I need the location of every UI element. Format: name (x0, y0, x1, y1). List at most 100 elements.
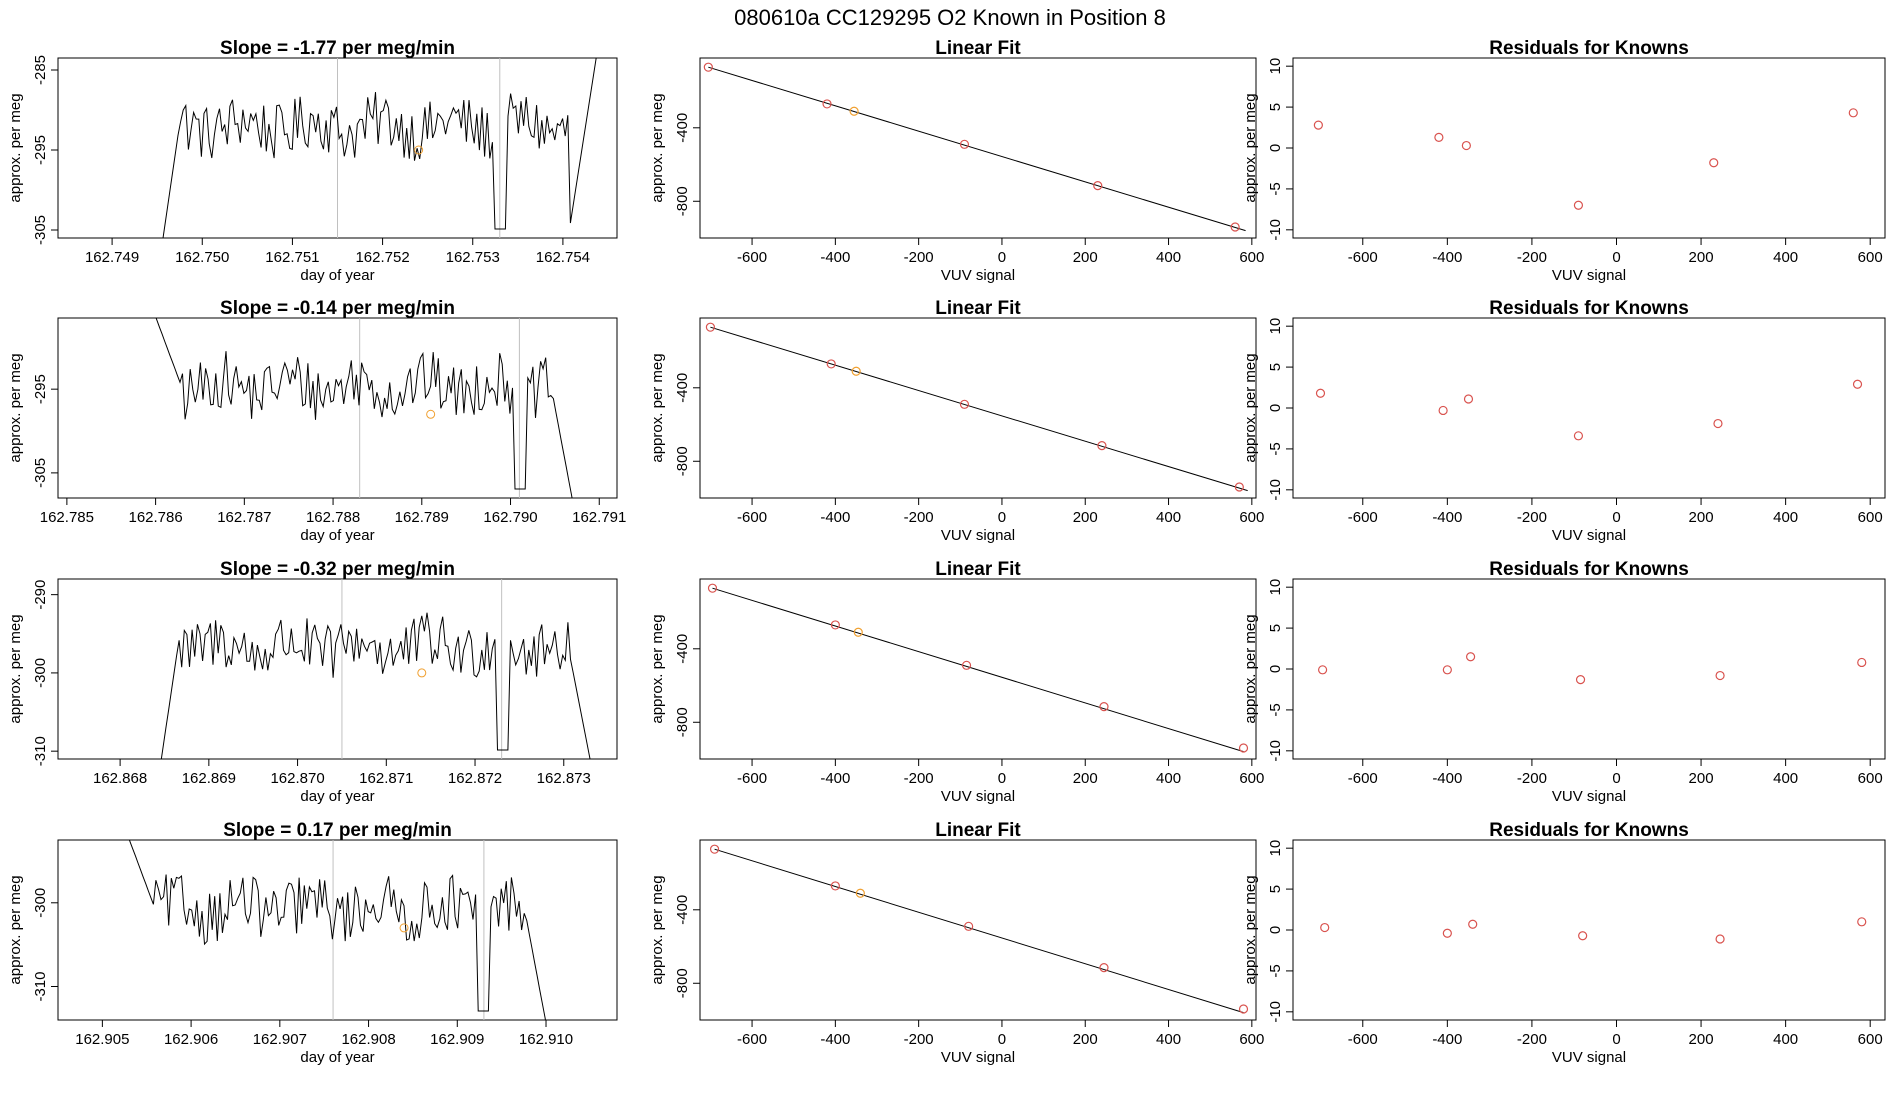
chart-row: Slope = -0.32 per meg/min 162.868 162.869 1… (7, 559, 1886, 805)
time-series-title: Slope = 0.17 per meg/min (223, 820, 452, 841)
linear-fit-x-axis-label: VUV signal (941, 1049, 1015, 1066)
residual-point (1317, 665, 1328, 675)
residuals-x-tick-label: -400 (1432, 770, 1462, 787)
time-series-y-tick-label: -295 (32, 374, 49, 404)
linear-fit-point (1234, 482, 1244, 492)
linear-fit-point (964, 921, 974, 931)
residual-point (1575, 675, 1586, 685)
residuals-x-tick-label: -400 (1432, 1031, 1462, 1048)
residual-point (1315, 388, 1326, 398)
residuals-title: Residuals for Knowns (1489, 298, 1689, 319)
linear-fit-highlight-point (849, 106, 859, 116)
linear-fit-y-tick-label: -800 (674, 707, 691, 737)
linear-fit-y-axis-label: approx. per meg (649, 353, 666, 462)
residuals-x-tick-label: 0 (1612, 1031, 1620, 1048)
time-series-x-tick-label: 162.752 (355, 249, 409, 266)
time-series-x-tick-label: 162.872 (448, 770, 502, 787)
linear-fit-line (712, 587, 1244, 753)
residual-point (1573, 200, 1584, 210)
linear-fit-point (959, 399, 970, 409)
time-series-y-tick-label: -310 (32, 971, 49, 1001)
time-series-x-tick-label: 162.791 (572, 509, 626, 526)
time-series-x-tick-label: 162.754 (536, 249, 590, 266)
linear-fit-x-tick-label: -600 (737, 509, 767, 526)
residuals-y-tick-label: 5 (1267, 885, 1284, 893)
residual-point (1848, 108, 1858, 118)
linear-fit-point (830, 620, 840, 630)
residual-point (1461, 140, 1471, 151)
linear-fit-y-tick-label: -400 (674, 373, 691, 403)
linear-fit-x-tick-label: 200 (1073, 249, 1098, 266)
residuals-x-tick-label: -200 (1517, 770, 1547, 787)
time-series-panel: Slope = 0.17 per meg/min 162.905 162.906 16… (7, 820, 618, 1066)
linear-fit-point (959, 139, 970, 149)
linear-fit-panel: Linear Fit -600 -400 -200 0 200 400 600 -400 -800… (649, 559, 1264, 805)
residuals-x-tick-label: 400 (1773, 1031, 1798, 1048)
residuals-plot-frame (1292, 839, 1886, 1021)
time-series-title: Slope = -0.32 per meg/min (220, 559, 455, 580)
time-series-x-tick-label: 162.753 (446, 249, 500, 266)
residuals-y-tick-label: 5 (1267, 363, 1284, 371)
residuals-x-axis-label: VUV signal (1552, 788, 1626, 805)
time-series-y-axis-label: approx. per meg (7, 93, 24, 202)
linear-fit-x-axis-label: VUV signal (941, 267, 1015, 284)
residual-point (1438, 405, 1448, 416)
residuals-x-tick-label: 600 (1858, 249, 1883, 266)
time-series-x-tick-label: 162.749 (85, 249, 139, 266)
residuals-x-tick-label: 600 (1858, 509, 1883, 526)
time-series-highlight-point (399, 923, 409, 933)
residual-point (1465, 652, 1476, 662)
linear-fit-title: Linear Fit (935, 820, 1021, 841)
residuals-y-axis-label: approx. per meg (1242, 614, 1259, 723)
residuals-x-tick-label: 0 (1612, 770, 1620, 787)
linear-fit-x-tick-label: 0 (998, 249, 1006, 266)
time-series-x-tick-label: 162.910 (519, 1031, 573, 1048)
linear-fit-point (709, 844, 720, 854)
time-series-x-tick-label: 162.870 (270, 770, 324, 787)
residual-point (1434, 132, 1444, 142)
linear-fit-x-tick-label: -600 (737, 249, 767, 266)
linear-fit-point (703, 62, 713, 72)
time-series-plot-frame (57, 317, 618, 499)
time-series-plot-frame (57, 839, 618, 1021)
residuals-x-tick-label: 0 (1612, 249, 1620, 266)
linear-fit-x-tick-label: -600 (737, 770, 767, 787)
residuals-x-tick-label: -200 (1517, 249, 1547, 266)
linear-fit-title: Linear Fit (935, 559, 1021, 580)
linear-fit-x-tick-label: 600 (1239, 249, 1264, 266)
linear-fit-line (714, 848, 1244, 1014)
time-series-line (128, 840, 546, 1020)
residuals-x-tick-label: 400 (1773, 770, 1798, 787)
time-series-x-tick-label: 162.750 (175, 249, 229, 266)
residuals-plot-frame (1292, 317, 1886, 499)
residuals-y-tick-label: 0 (1267, 665, 1284, 673)
time-series-y-tick-label: -285 (32, 55, 49, 85)
residuals-y-tick-label: -5 (1267, 964, 1284, 977)
time-series-x-tick-label: 162.905 (75, 1031, 129, 1048)
time-series-x-axis-label: day of year (300, 527, 374, 544)
linear-fit-point (1099, 963, 1109, 973)
residuals-y-tick-label: 0 (1267, 926, 1284, 934)
residuals-x-tick-label: -400 (1432, 509, 1462, 526)
linear-fit-panel: Linear Fit -600 -400 -200 0 200 400 600 -400 -800… (649, 38, 1264, 284)
residual-point (1857, 917, 1867, 927)
time-series-plot-frame (57, 578, 618, 760)
time-series-x-tick-label: 162.871 (359, 770, 413, 787)
residuals-x-tick-label: 200 (1689, 1031, 1714, 1048)
time-series-title: Slope = -1.77 per meg/min (220, 38, 455, 59)
time-series-panel: Slope = -0.32 per meg/min 162.868 162.869 1… (7, 559, 618, 805)
linear-fit-y-tick-label: -800 (674, 186, 691, 216)
time-series-x-axis-label: day of year (300, 267, 374, 284)
residuals-x-axis-label: VUV signal (1552, 267, 1626, 284)
time-series-line (58, 58, 597, 238)
linear-fit-x-tick-label: -400 (820, 249, 850, 266)
linear-fit-panel: Linear Fit -600 -400 -200 0 200 400 600 -400 -800… (649, 298, 1264, 544)
linear-fit-x-tick-label: 0 (998, 509, 1006, 526)
time-series-y-axis-label: approx. per meg (7, 353, 24, 462)
linear-fit-y-tick-label: -400 (674, 634, 691, 664)
time-series-y-tick-label: -310 (32, 736, 49, 766)
time-series-x-tick-label: 162.788 (306, 509, 360, 526)
linear-fit-highlight-point (853, 627, 863, 637)
time-series-panel: Slope = -0.14 per meg/min 162.785 162.786 1… (7, 298, 626, 544)
time-series-x-tick-label: 162.907 (253, 1031, 307, 1048)
